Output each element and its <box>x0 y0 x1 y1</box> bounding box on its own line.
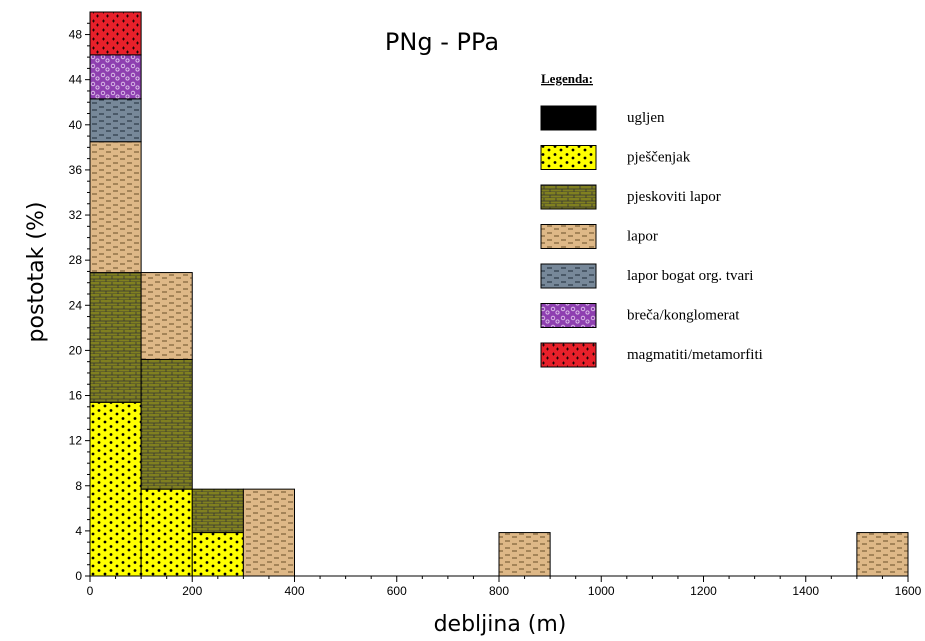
y-tick-label: 0 <box>75 569 82 583</box>
y-tick-label: 16 <box>69 389 83 403</box>
bar-segment-0-pjeskoviti-lapor <box>89 272 142 403</box>
legend-swatch-pjescenjak <box>540 145 597 170</box>
bar-segment-2-pjescenjak <box>191 532 244 577</box>
legend-swatch-lapor-bogat-org-tvari <box>540 263 597 289</box>
bar-segment-1-pjescenjak <box>140 488 193 577</box>
bar-segment-2-pjeskoviti-lapor <box>191 488 244 534</box>
bar-segment-3-lapor <box>242 488 295 577</box>
legend-label-lapor-bogat-org-tvari: lapor bogat org. tvari <box>627 268 753 284</box>
legend-label-pjeskoviti-lapor: pjeskoviti lapor <box>627 189 721 205</box>
bar-segment-0-lapor <box>89 141 142 274</box>
y-tick-label: 8 <box>75 479 82 493</box>
bars-layer <box>89 11 909 577</box>
y-axis-title: postotak (%) <box>24 202 49 343</box>
legend: Legenda: ugljen pješčenjak pjeskoviti lapo… <box>540 71 763 368</box>
x-tick-label: 0 <box>87 584 94 598</box>
legend-label-ugljen: ugljen <box>627 110 665 126</box>
legend-swatch-ugljen <box>540 105 597 131</box>
y-tick-label: 40 <box>69 118 83 132</box>
y-tick-label: 4 <box>75 524 82 538</box>
bar-segment-1-pjeskoviti-lapor <box>140 358 193 490</box>
x-tick-label: 200 <box>182 584 202 598</box>
y-tick-label: 24 <box>69 298 83 312</box>
y-tick-label: 28 <box>69 253 83 267</box>
bar-segment-0-breca-konglomerat <box>89 54 142 100</box>
legend-label-breca-konglomerat: breča/konglomerat <box>627 308 740 324</box>
legend-swatch-lapor <box>540 224 597 249</box>
bar-segment-0-lapor-bogat-org-tvari <box>89 98 142 143</box>
x-tick-label: 1600 <box>895 584 922 598</box>
bar-segment-0-pjescenjak <box>89 401 142 577</box>
bar-segment-4-lapor <box>498 532 551 577</box>
x-tick-label: 800 <box>489 584 509 598</box>
legend-swatch-pjeskoviti-lapor <box>540 184 597 210</box>
legend-label-magmatiti-metamorfiti: magmatiti/metamorfiti <box>627 347 763 363</box>
legend-label-pjescenjak: pješčenjak <box>627 150 691 166</box>
x-tick-label: 600 <box>387 584 407 598</box>
bar-segment-0-magmatiti-metamorfiti <box>89 11 142 56</box>
y-tick-label: 12 <box>69 434 83 448</box>
x-tick-label: 400 <box>284 584 304 598</box>
bar-segment-5-lapor <box>856 532 909 577</box>
x-tick-label: 1200 <box>690 584 717 598</box>
legend-title: Legenda: <box>541 71 593 86</box>
y-tick-label: 32 <box>69 208 83 222</box>
y-tick-label: 48 <box>69 28 83 42</box>
x-axis-title: debljina (m) <box>434 612 567 637</box>
legend-label-lapor: lapor <box>627 229 658 245</box>
y-tick-label: 44 <box>69 73 83 87</box>
x-tick-label: 1400 <box>792 584 819 598</box>
legend-swatch-magmatiti-metamorfiti <box>540 342 597 368</box>
bar-segment-1-lapor <box>140 272 193 360</box>
y-tick-label: 20 <box>69 343 83 357</box>
x-tick-label: 1000 <box>588 584 615 598</box>
chart-title: PNg - PPa <box>385 28 499 56</box>
y-tick-label: 36 <box>69 163 83 177</box>
legend-swatch-breca-konglomerat <box>540 303 597 328</box>
